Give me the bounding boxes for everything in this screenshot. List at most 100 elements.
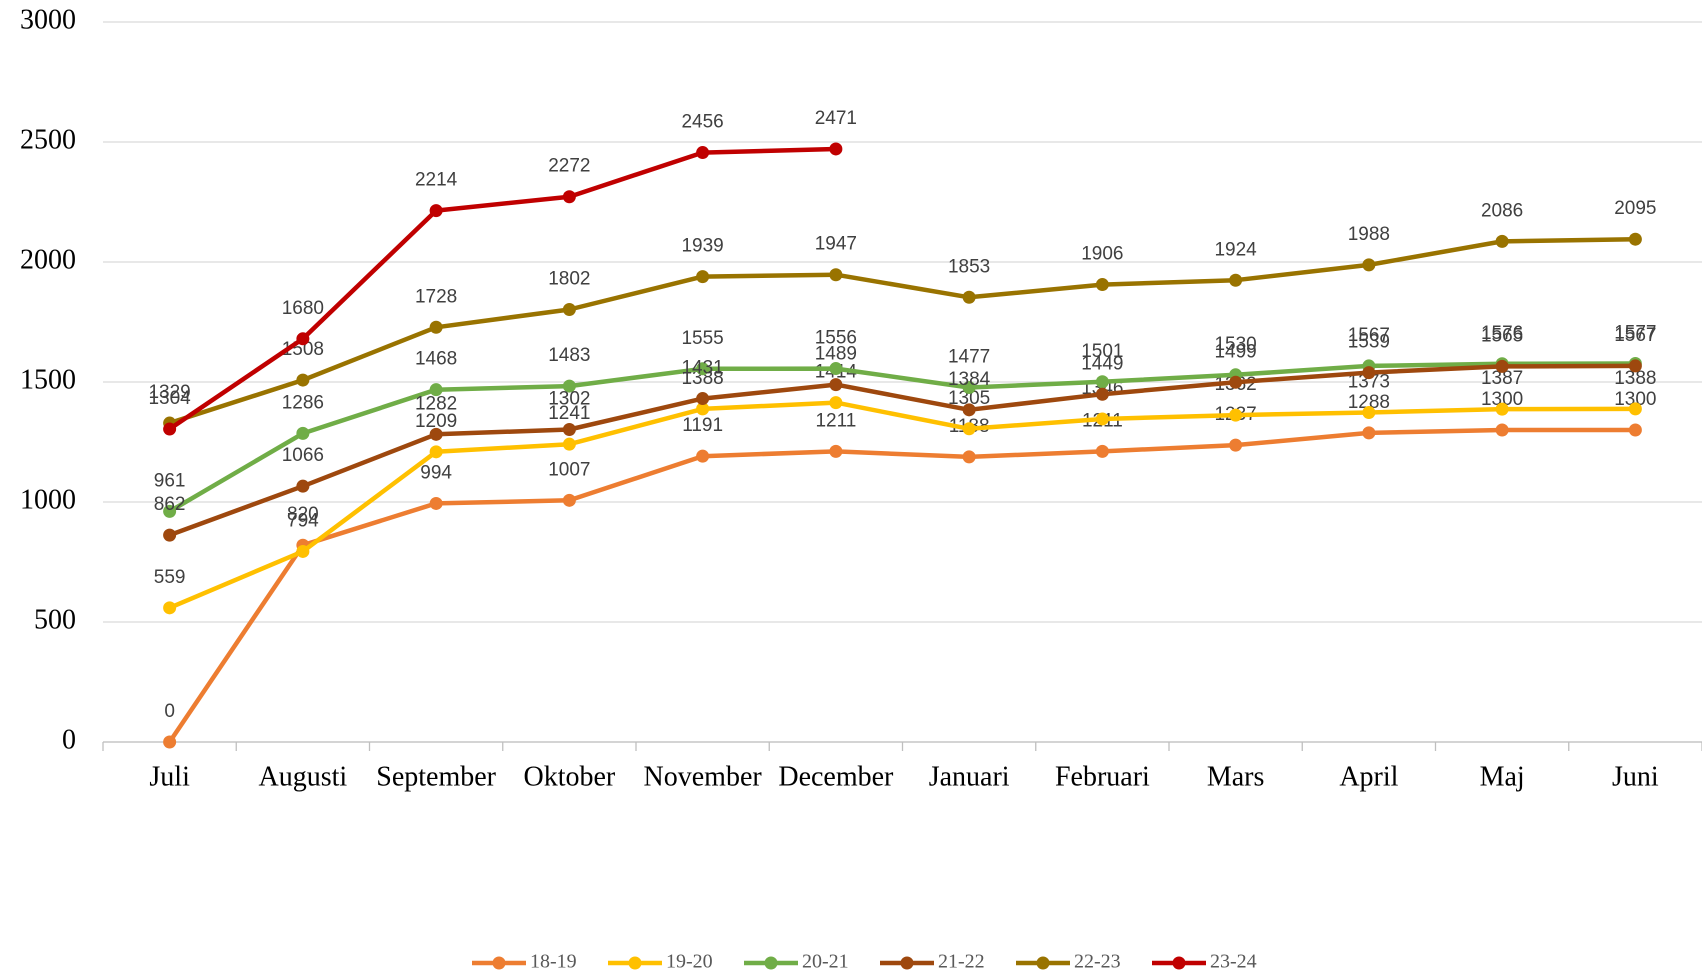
data-point — [696, 270, 710, 284]
data-point — [1229, 408, 1243, 422]
data-point — [962, 403, 976, 417]
data-label: 1300 — [1481, 389, 1523, 410]
data-point — [696, 146, 710, 160]
data-point — [1095, 387, 1109, 401]
x-tick-label: Maj — [1480, 761, 1525, 792]
legend-label: 18-19 — [530, 951, 577, 973]
data-point — [1095, 412, 1109, 426]
data-label: 1468 — [415, 349, 457, 370]
data-point — [429, 383, 443, 397]
data-label: 1556 — [815, 328, 857, 349]
data-label: 1384 — [948, 369, 991, 390]
data-point — [1362, 258, 1376, 272]
x-tick-label: Mars — [1207, 761, 1265, 792]
data-label: 1802 — [548, 269, 590, 290]
data-point — [296, 332, 310, 346]
data-point — [1628, 402, 1642, 416]
data-point — [1095, 444, 1109, 458]
legend-marker — [900, 956, 914, 970]
data-label: 1449 — [1081, 353, 1123, 374]
data-point — [296, 544, 310, 558]
series-line — [168, 146, 836, 431]
data-label: 1939 — [681, 236, 723, 257]
data-label: 1431 — [681, 358, 723, 379]
data-point — [163, 504, 177, 518]
legend-item: 20-21 — [744, 951, 849, 973]
data-label: 1501 — [1081, 341, 1123, 362]
data-point — [296, 426, 310, 440]
x-tick-label: Januari — [929, 761, 1010, 792]
data-label: 820 — [287, 504, 319, 525]
legend-marker — [628, 956, 642, 970]
data-label: 1373 — [1348, 371, 1390, 392]
x-tick-label: Februari — [1055, 761, 1150, 792]
y-tick-label: 2500 — [20, 124, 76, 155]
data-label: 1387 — [1481, 368, 1523, 389]
legend-item: 22-23 — [1016, 951, 1121, 973]
x-tick-label: September — [376, 761, 496, 792]
data-label: 1565 — [1481, 325, 1523, 346]
data-point — [1495, 359, 1509, 373]
data-point — [1095, 278, 1109, 292]
data-point — [163, 601, 177, 615]
data-label: 1288 — [1348, 392, 1390, 413]
data-point — [429, 320, 443, 334]
data-label: 1304 — [148, 388, 191, 409]
data-label: 1489 — [815, 344, 857, 365]
data-label: 1305 — [948, 388, 990, 409]
data-point — [962, 422, 976, 436]
data-point — [1628, 359, 1642, 373]
data-label: 1988 — [1348, 224, 1390, 245]
data-point — [1495, 423, 1509, 437]
data-point — [696, 392, 710, 406]
series-line — [168, 361, 1636, 514]
data-label: 2095 — [1614, 198, 1656, 219]
data-label: 1499 — [1214, 341, 1256, 362]
series-line — [168, 363, 1636, 538]
data-point — [1229, 438, 1243, 452]
data-point — [1362, 366, 1376, 380]
data-label: 1728 — [415, 286, 457, 307]
x-tick-label: April — [1339, 761, 1398, 792]
data-label: 1477 — [948, 347, 990, 368]
data-label: 1388 — [681, 368, 723, 389]
data-label: 1906 — [1081, 244, 1123, 265]
data-point — [962, 381, 976, 395]
legend-item: 18-19 — [472, 951, 577, 973]
data-point — [1229, 273, 1243, 287]
data-label: 1191 — [682, 415, 723, 436]
data-label: 0 — [164, 701, 175, 722]
legend-marker — [1172, 956, 1186, 970]
data-point — [696, 362, 710, 376]
data-point — [1495, 234, 1509, 248]
data-point — [829, 378, 843, 392]
data-label: 1286 — [282, 392, 324, 413]
data-label: 1302 — [548, 389, 590, 410]
data-label: 1555 — [681, 328, 723, 349]
series: 1304 1680 2214 2272 2456 2471 — [148, 108, 857, 436]
data-point — [962, 290, 976, 304]
data-label: 862 — [154, 494, 186, 515]
legend-label: 19-20 — [666, 951, 713, 973]
y-tick-label: 3000 — [20, 4, 76, 35]
data-label: 1388 — [1614, 368, 1656, 389]
legend-label: 22-23 — [1074, 951, 1121, 973]
data-point — [1362, 405, 1376, 419]
data-label: 1282 — [415, 393, 457, 414]
data-label: 1209 — [415, 411, 457, 432]
data-point — [562, 379, 576, 393]
legend-marker — [1036, 956, 1050, 970]
series-line — [168, 236, 1636, 426]
series-line — [167, 427, 1636, 744]
data-point — [962, 450, 976, 464]
y-tick-label: 2000 — [20, 244, 76, 275]
data-point — [1362, 426, 1376, 440]
data-point — [429, 445, 443, 459]
data-label: 1853 — [948, 256, 990, 277]
data-point — [829, 268, 843, 282]
data-point — [562, 493, 576, 507]
data-point — [829, 142, 843, 156]
